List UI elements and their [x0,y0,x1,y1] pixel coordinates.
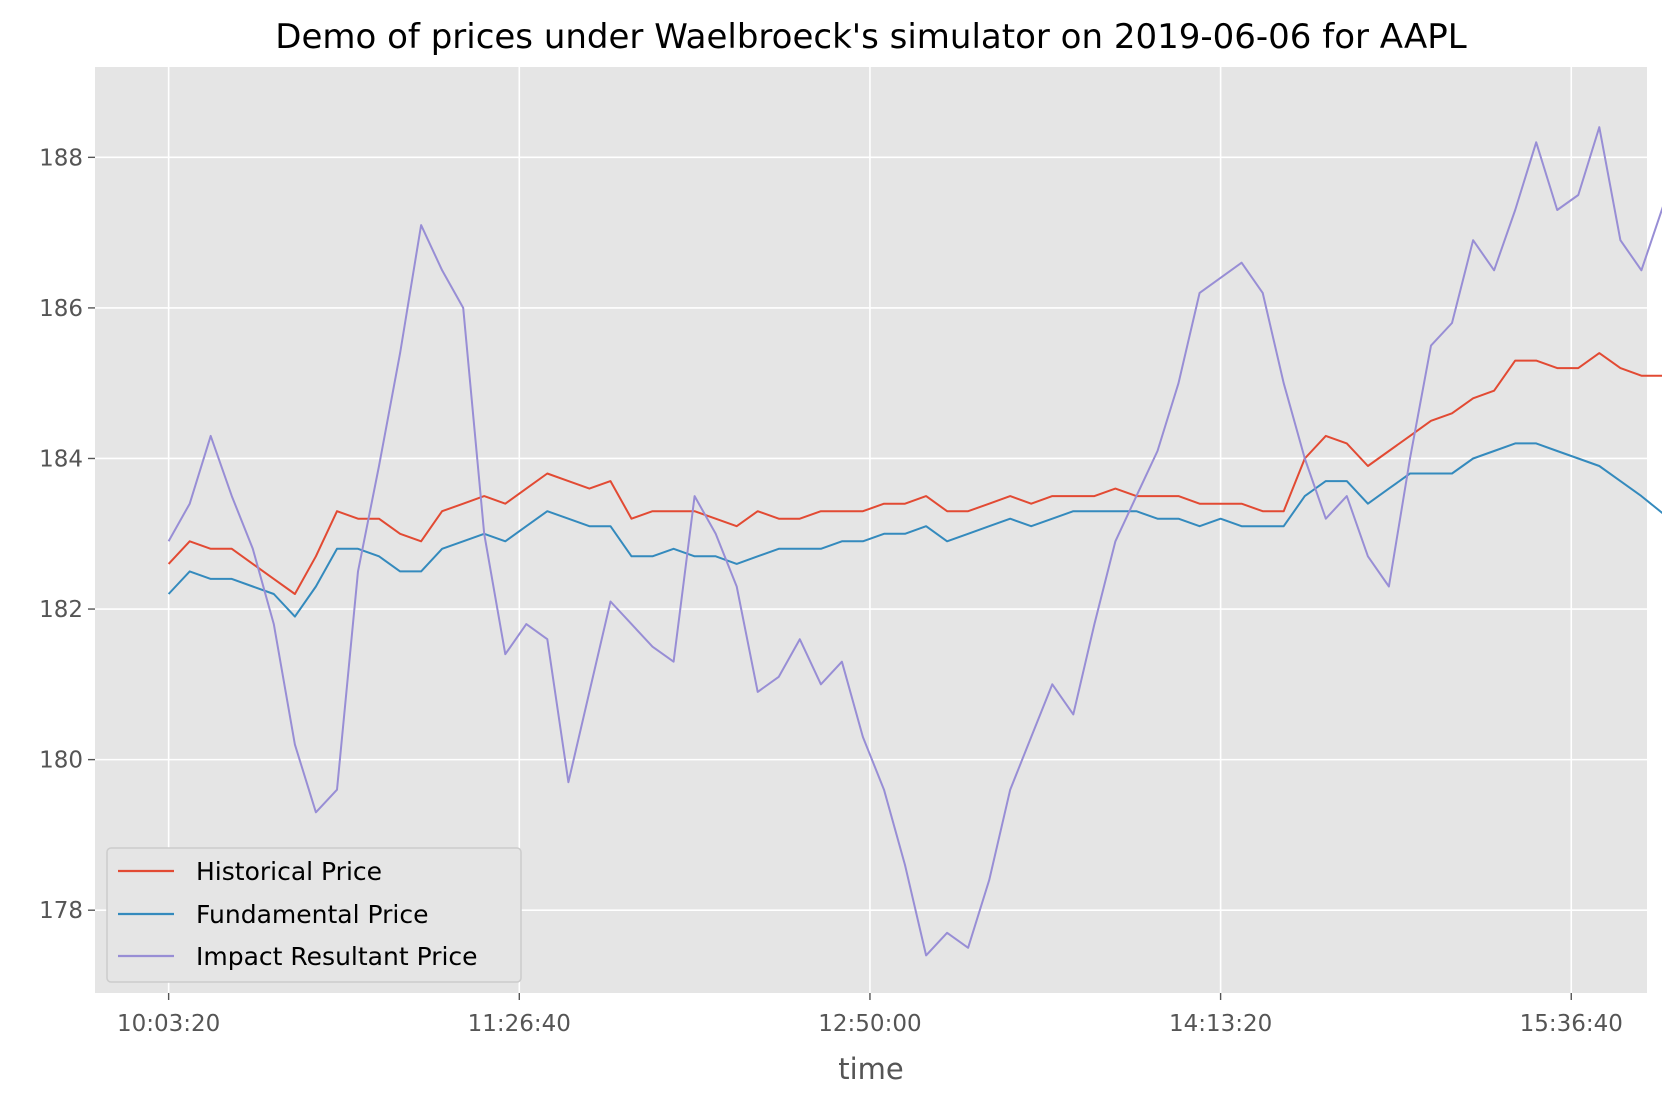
x-tick-label: 11:26:40 [468,1011,571,1037]
historical-price-line [167,352,1662,595]
y-tick-label: 188 [39,145,83,171]
legend-label-fundamental: Fundamental Price [196,900,428,929]
chart-title: Demo of prices under Waelbroeck's simula… [275,17,1466,57]
y-tick-label: 178 [39,898,83,924]
legend-label-impact: Impact Resultant Price [196,942,478,971]
impact-resultant-price-line [167,126,1662,957]
legend: Historical Price Fundamental Price Impac… [106,847,522,983]
series-group [167,126,1662,957]
y-tick-label: 182 [39,597,83,623]
legend-box [106,847,522,983]
grid [95,67,1647,993]
axes: 178 180 182 184 186 188 10:03:20 11:26:40 12:50:… [39,145,1623,1037]
x-tick-label: 14:13:20 [1169,1011,1272,1037]
plot-area [95,67,1647,993]
y-tick-label: 184 [39,446,83,472]
legend-label-historical: Historical Price [196,857,382,886]
y-tick-label: 186 [39,296,83,322]
fundamental-price-line [167,442,1662,618]
x-tick-label: 15:36:40 [1520,1011,1623,1037]
x-axis-label: time [838,1052,904,1086]
x-tick-label: 12:50:00 [818,1011,921,1037]
y-tick-label: 180 [39,748,83,774]
x-tick-label: 10:03:20 [117,1011,220,1037]
